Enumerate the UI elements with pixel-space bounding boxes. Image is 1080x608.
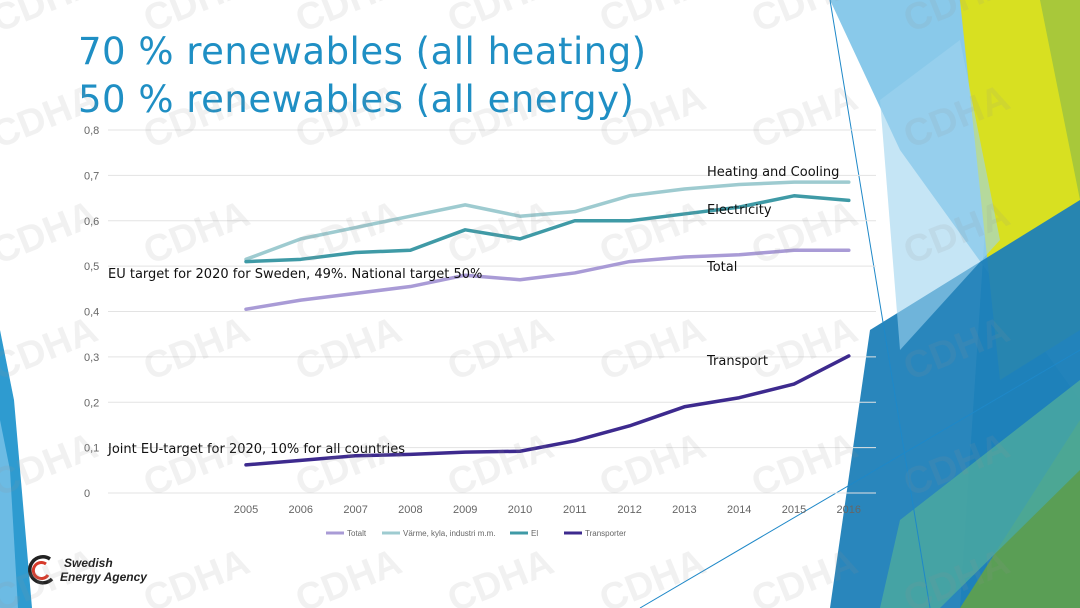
annotation-heating: Heating and Cooling (707, 165, 840, 180)
annotation-eu-target-sweden: EU target for 2020 for Sweden, 49%. Nati… (108, 267, 483, 282)
y-tick-label: 0,5 (84, 261, 99, 273)
series-line-4 (244, 354, 851, 467)
y-tick-label: 0,7 (84, 170, 99, 182)
x-tick-label: 2011 (563, 504, 587, 516)
annotation-transport: Transport (707, 354, 769, 369)
x-tick-label: 2010 (508, 504, 532, 516)
y-tick-label: 0,1 (84, 443, 99, 455)
y-tick-label: 0,2 (84, 397, 99, 409)
annotation-total: Total (707, 260, 738, 275)
x-tick-label: 2016 (837, 504, 861, 516)
legend-label: Transporter (585, 529, 626, 538)
x-tick-label: 2014 (727, 504, 751, 516)
legend-label: Totalt (347, 529, 367, 538)
legend-label: El (531, 529, 538, 538)
y-tick-label: 0,6 (84, 216, 99, 228)
x-tick-label: 2007 (343, 504, 367, 516)
slide-title-line-2: 50 % renewables (all energy) (78, 78, 635, 121)
x-tick-label: 2005 (234, 504, 258, 516)
logo-line-2: Energy Agency (60, 570, 147, 584)
swedish-energy-agency-logo-icon (28, 555, 54, 585)
annotation-eu-target-transport: Joint EU-target for 2020, 10% for all co… (108, 442, 406, 457)
x-tick-label: 2012 (617, 504, 641, 516)
y-tick-label: 0,3 (84, 352, 99, 364)
slide-title-line-1: 70 % renewables (all heating) (78, 30, 647, 73)
x-tick-label: 2006 (289, 504, 313, 516)
x-tick-label: 2013 (672, 504, 696, 516)
series-line-1 (244, 248, 851, 311)
logo-line-1: Swedish (64, 556, 113, 570)
x-tick-label: 2009 (453, 504, 477, 516)
series-line-2 (244, 180, 851, 262)
x-tick-label: 2015 (782, 504, 806, 516)
series-line-3 (244, 194, 851, 264)
y-tick-label: 0,8 (84, 125, 99, 137)
legend-label: Värme, kyla, industri m.m. (403, 529, 495, 538)
x-tick-label: 2008 (398, 504, 422, 516)
y-tick-label: 0 (84, 488, 90, 500)
annotation-electricity: Electricity (707, 203, 772, 218)
y-tick-label: 0,4 (84, 307, 99, 319)
